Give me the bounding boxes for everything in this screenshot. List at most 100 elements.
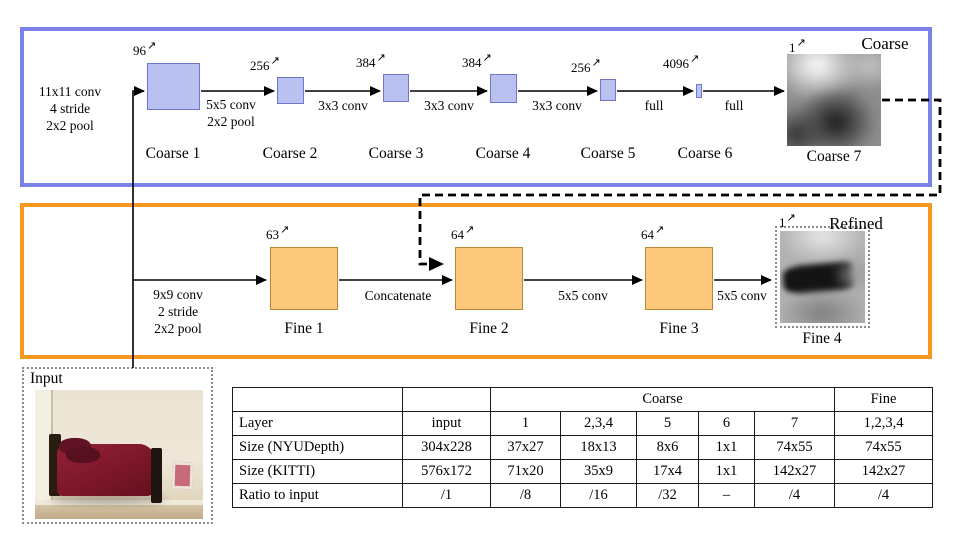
dimension-arrow-icon: ↗ — [591, 56, 601, 69]
table-cell: 74x55 — [754, 435, 835, 460]
dimension-arrow-icon: ↗ — [147, 39, 157, 52]
op-coarse5-coarse6: full — [644, 98, 664, 113]
fine2-label: Fine 2 — [469, 320, 509, 337]
fine1-box — [270, 247, 338, 310]
fine-group-header: Fine — [834, 387, 933, 412]
photo-footboard — [151, 448, 162, 503]
table-cell: 8x6 — [636, 435, 699, 460]
table-row-layer: Layer input 1 2,3,4 5 6 7 1,2,3,4 — [232, 411, 933, 436]
dimension-arrow-icon: ↗ — [280, 223, 290, 236]
dimension-arrow-icon: ↗ — [655, 223, 665, 236]
coarse-depth-map — [787, 54, 881, 146]
table-cell: 71x20 — [490, 459, 561, 484]
table-cell: 37x27 — [490, 435, 561, 460]
dimension-arrow-icon: ↗ — [482, 51, 492, 64]
coarse1-channel-label: 96 ↗ — [133, 39, 156, 59]
row-label: Ratio to input — [232, 483, 403, 508]
table-cell: 7 — [754, 411, 835, 436]
coarse3-box — [383, 74, 409, 102]
table-cell: 6 — [698, 411, 755, 436]
table-cell: /4 — [754, 483, 835, 508]
table-cell: 304x228 — [402, 435, 491, 460]
table-cell: /1 — [402, 483, 491, 508]
op-coarse6-coarse7: full — [724, 98, 744, 113]
coarse-group-header: Coarse — [490, 387, 835, 412]
channel-count: 384 — [356, 55, 376, 70]
row-label: Size (NYUDepth) — [232, 435, 403, 460]
table-cell: /32 — [636, 483, 699, 508]
coarse7-label: Coarse 7 — [806, 148, 862, 165]
op-fine3-fine4: 5x5 conv — [717, 288, 767, 303]
conv-line: 11x11 conv — [38, 84, 102, 99]
coarse4-channel-label: 384 ↗ — [462, 51, 492, 71]
table-row-ratio: Ratio to input /1 /8 /16 /32 – /4 /4 — [232, 483, 933, 508]
coarse1-label: Coarse 1 — [145, 145, 201, 162]
table-cell: /8 — [490, 483, 561, 508]
table-cell: 1,2,3,4 — [834, 411, 933, 436]
coarse-input-conv-label: 11x11 conv 4 stride 2x2 pool — [22, 83, 118, 134]
conv-line: 4 stride — [49, 101, 91, 116]
table-row-size-kitti: Size (KITTI) 576x172 71x20 35x9 17x4 1x1… — [232, 459, 933, 484]
table-cell: /4 — [834, 483, 933, 508]
table-cell: 5 — [636, 411, 699, 436]
table-cell: 1x1 — [698, 459, 755, 484]
coarse6-label: Coarse 6 — [677, 145, 733, 162]
channel-count: 1 — [789, 40, 796, 55]
coarse4-label: Coarse 4 — [475, 145, 531, 162]
channel-count: 63 — [266, 227, 279, 242]
concatenate-label: Concatenate — [364, 288, 432, 303]
table-cell: 2,3,4 — [560, 411, 637, 436]
channel-count: 256 — [250, 58, 270, 73]
photo-picture-frame — [171, 461, 194, 490]
conv-line: 2 stride — [157, 304, 199, 319]
op-line: 2x2 pool — [207, 114, 255, 129]
refined-depth-map — [780, 231, 865, 323]
channel-count: 4096 — [663, 56, 689, 71]
dimension-arrow-icon: ↗ — [270, 54, 280, 67]
table-cell: 142x27 — [754, 459, 835, 484]
coarse3-label: Coarse 3 — [368, 145, 424, 162]
input-panel: Input — [22, 367, 213, 524]
fine1-label: Fine 1 — [284, 320, 324, 337]
coarse1-box — [147, 63, 200, 110]
photo-bed-shadow — [51, 494, 165, 504]
dimension-arrow-icon: ↗ — [786, 211, 796, 224]
op-coarse1-coarse2: 5x5 conv 2x2 pool — [201, 96, 261, 130]
coarse-panel-title: Coarse — [861, 34, 909, 53]
table-cell: 1x1 — [698, 435, 755, 460]
fine3-channel-label: 64 ↗ — [641, 223, 664, 243]
channel-count: 256 — [571, 60, 591, 75]
table-cell: /16 — [560, 483, 637, 508]
fine4-channel-label: 1 ↗ — [779, 211, 796, 231]
coarse5-channel-label: 256 ↗ — [571, 56, 601, 76]
fine3-box — [645, 247, 713, 310]
table-cell: – — [698, 483, 755, 508]
coarse5-box — [600, 79, 616, 101]
op-coarse3-coarse4: 3x3 conv — [424, 98, 474, 113]
channel-count: 96 — [133, 43, 146, 58]
dimension-arrow-icon: ↗ — [796, 36, 806, 49]
fine1-channel-label: 63 ↗ — [266, 223, 289, 243]
coarse2-channel-label: 256 ↗ — [250, 54, 280, 74]
input-label: Input — [30, 370, 63, 387]
conv-line: 2x2 pool — [46, 118, 94, 133]
dimension-arrow-icon: ↗ — [465, 223, 475, 236]
fine2-channel-label: 64 ↗ — [451, 223, 474, 243]
fine4-label: Fine 4 — [802, 330, 842, 347]
op-coarse2-coarse3: 3x3 conv — [318, 98, 368, 113]
dimension-arrow-icon: ↗ — [690, 52, 700, 65]
table-cell: 17x4 — [636, 459, 699, 484]
input-photo — [35, 390, 203, 519]
op-coarse4-coarse5: 3x3 conv — [532, 98, 582, 113]
table-row-size-nyudepth: Size (NYUDepth) 304x228 37x27 18x13 8x6 … — [232, 435, 933, 460]
table-cell: input — [402, 411, 491, 436]
dimension-arrow-icon: ↗ — [376, 51, 386, 64]
channel-count: 64 — [641, 227, 654, 242]
table-cell: 142x27 — [834, 459, 933, 484]
layer-spec-table: Coarse Fine Layer input 1 2,3,4 5 6 7 1,… — [232, 387, 933, 508]
coarse2-label: Coarse 2 — [262, 145, 318, 162]
coarse7-channel-label: 1 ↗ — [789, 36, 806, 56]
row-label: Layer — [232, 411, 403, 436]
coarse3-channel-label: 384 ↗ — [356, 51, 386, 71]
conv-line: 9x9 conv — [153, 287, 203, 302]
